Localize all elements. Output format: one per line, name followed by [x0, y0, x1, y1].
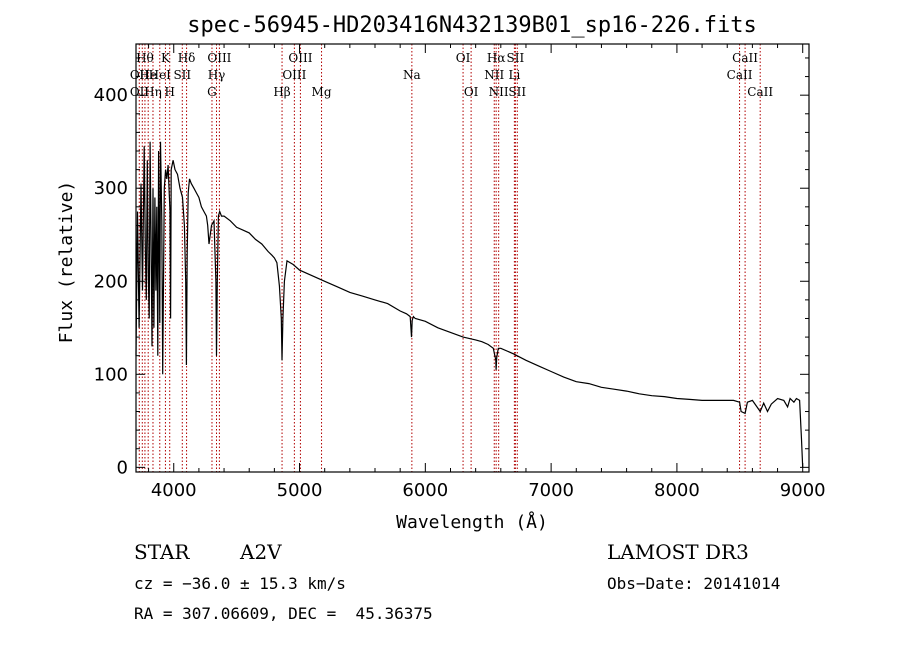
spectral-line-label: OIII: [282, 68, 306, 82]
x-axis-label: Wavelength (Å): [396, 511, 548, 533]
spectral-line-label: He: [139, 68, 157, 82]
spectral-line-label: OI: [456, 51, 471, 65]
y-tick-label: 0: [117, 457, 128, 478]
plot-frame: [135, 43, 810, 473]
x-tick-label: 9000: [780, 480, 826, 501]
spectral-line-label: HeI: [149, 68, 172, 82]
spectral-line-label: OIII: [207, 51, 231, 65]
spectral-line-label: Li: [508, 68, 520, 82]
survey-name: LAMOST DR3: [607, 540, 749, 564]
spectral-line-label: Mg: [312, 85, 332, 99]
spectral-line-label: K: [161, 51, 171, 65]
x-tick-label: 4000: [151, 480, 197, 501]
x-tick-label: 5000: [277, 480, 323, 501]
spectral-line-label: SII: [508, 85, 526, 99]
spectral-line-label: CaII: [747, 85, 773, 99]
spectral-line-label: Hδ: [178, 51, 196, 65]
observation-date: Obs−Date: 20141014: [607, 574, 780, 593]
spectral-line-label: Hθ: [136, 51, 154, 65]
spectral-line-label: SII: [173, 68, 191, 82]
spectral-subclass: A2V: [239, 540, 282, 564]
y-tick-label: 200: [94, 271, 128, 292]
spectral-line-label: OIII: [288, 51, 312, 65]
spectral-line-label: H: [164, 85, 174, 99]
chart-title: spec-56945-HD203416N432139B01_sp16-226.f…: [187, 13, 757, 38]
coordinates-readout: RA = 307.06609, DEC = 45.36375: [134, 604, 433, 623]
redshift-readout: cz = −36.0 ± 15.3 km/s: [134, 574, 346, 593]
spectral-line-label: OI: [464, 85, 479, 99]
spectral-line-label: Na: [403, 68, 421, 82]
spectral-line-label: NII: [489, 85, 509, 99]
y-tick-label: 100: [94, 364, 128, 385]
object-class: STAR: [134, 540, 190, 564]
spectral-line-label: NII: [484, 68, 504, 82]
spectral-line-label: CaII: [727, 68, 753, 82]
y-tick-label: 400: [94, 85, 128, 106]
spectral-line-label: Hβ: [273, 85, 290, 99]
y-axis-label: Flux (relative): [56, 181, 77, 344]
spectral-line-label: Hη: [144, 85, 162, 99]
spectral-line-label: SII: [507, 51, 525, 65]
y-tick-label: 300: [94, 178, 128, 199]
spectral-line-markers: [138, 44, 761, 472]
axis-ticks: 4000 5000 6000 7000 8000 9000 0 100 200 300 400: [94, 44, 826, 501]
spectral-line-label: CaII: [732, 51, 758, 65]
x-tick-label: 7000: [528, 480, 574, 501]
spectral-line-label: OII: [130, 68, 150, 82]
spectrum-line: [135, 141, 804, 468]
x-tick-label: 8000: [654, 480, 700, 501]
spectral-line-label: G: [207, 85, 217, 99]
spectral-line-label: Hα: [487, 51, 506, 65]
spectral-line-label: Hγ: [208, 68, 226, 82]
x-tick-label: 6000: [402, 480, 448, 501]
